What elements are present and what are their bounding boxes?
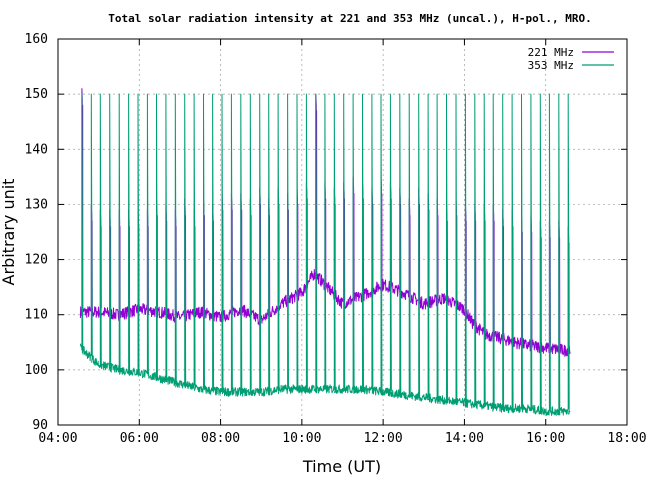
x-tick-label: 12:00: [364, 431, 403, 446]
y-tick-label: 100: [25, 363, 48, 378]
x-tick-label: 08:00: [201, 431, 240, 446]
x-tick-label: 14:00: [445, 431, 484, 446]
y-tick-label: 120: [25, 253, 48, 268]
y-axis-label: Arbitrary unit: [0, 179, 18, 286]
y-tick-label: 110: [25, 308, 48, 323]
y-tick-label: 140: [25, 142, 48, 157]
legend-label: 221 MHz: [528, 46, 574, 59]
chart-title: Total solar radiation intensity at 221 a…: [108, 12, 591, 25]
x-tick-label: 16:00: [526, 431, 565, 446]
legend-label: 353 MHz: [528, 59, 574, 72]
plot-frame: [57, 38, 628, 426]
series-layer: [79, 88, 571, 416]
x-axis-label: Time (UT): [302, 457, 381, 476]
x-tick-label: 10:00: [282, 431, 321, 446]
x-tick-label: 06:00: [120, 431, 159, 446]
y-tick-label: 90: [32, 418, 48, 433]
series-line-353-mhz: [79, 93, 571, 416]
ticks: 04:00 06:00 08:00 10:00 12:00 14:00 16:00 18:00…: [25, 32, 647, 446]
x-tick-label: 18:00: [607, 431, 646, 446]
y-tick-label: 160: [25, 32, 48, 47]
y-tick-label: 130: [25, 197, 48, 212]
x-tick-label: 04:00: [38, 431, 77, 446]
y-tick-label: 150: [25, 87, 48, 102]
